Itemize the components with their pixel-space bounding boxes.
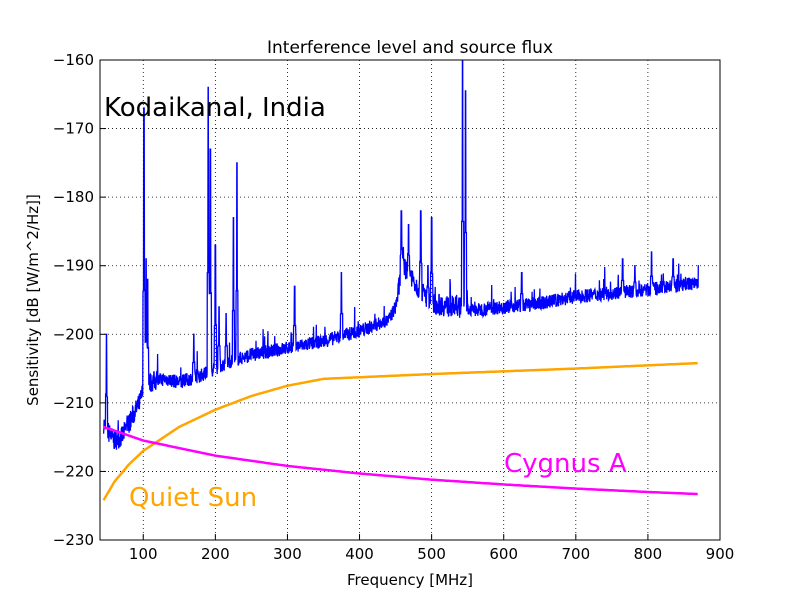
x-axis-label: Frequency [MHz]	[347, 571, 473, 589]
x-tick-label: 900	[706, 545, 735, 563]
chart-title: Interference level and source flux	[267, 38, 553, 58]
interference-line	[102, 60, 699, 450]
y-tick-label: −210	[53, 394, 94, 412]
annotation-cygnus-a: Cygnus A	[504, 449, 627, 479]
x-tick-label: 500	[417, 545, 446, 563]
x-tick-label: 200	[201, 545, 230, 563]
y-tick-label: −220	[53, 462, 94, 480]
annotation-location: Kodaikanal, India	[104, 93, 326, 123]
x-tick-label: 100	[129, 545, 158, 563]
y-tick-label: −170	[53, 120, 94, 138]
quiet-sun-line	[102, 361, 698, 501]
y-tick-label: −230	[53, 531, 94, 549]
series-layer	[102, 60, 699, 501]
ticks: 100 200 300 400 500 600 700 800 900 −230 −220 −210 −…	[53, 51, 735, 563]
y-tick-label: −160	[53, 51, 94, 69]
x-tick-label: 600	[489, 545, 518, 563]
y-axis-label: Sensitivity [dB [W/m^2/Hz]]	[24, 194, 42, 406]
x-tick-label: 300	[273, 545, 302, 563]
y-tick-label: −200	[53, 325, 94, 343]
x-tick-label: 700	[561, 545, 590, 563]
cygnus-a-line	[103, 425, 698, 496]
plot-frame	[99, 59, 721, 541]
annotation-quiet-sun: Quiet Sun	[129, 483, 257, 513]
grid	[100, 59, 721, 541]
y-tick-label: −180	[53, 188, 94, 206]
y-tick-label: −190	[53, 257, 94, 275]
x-tick-label: 400	[345, 545, 374, 563]
x-tick-label: 800	[634, 545, 663, 563]
